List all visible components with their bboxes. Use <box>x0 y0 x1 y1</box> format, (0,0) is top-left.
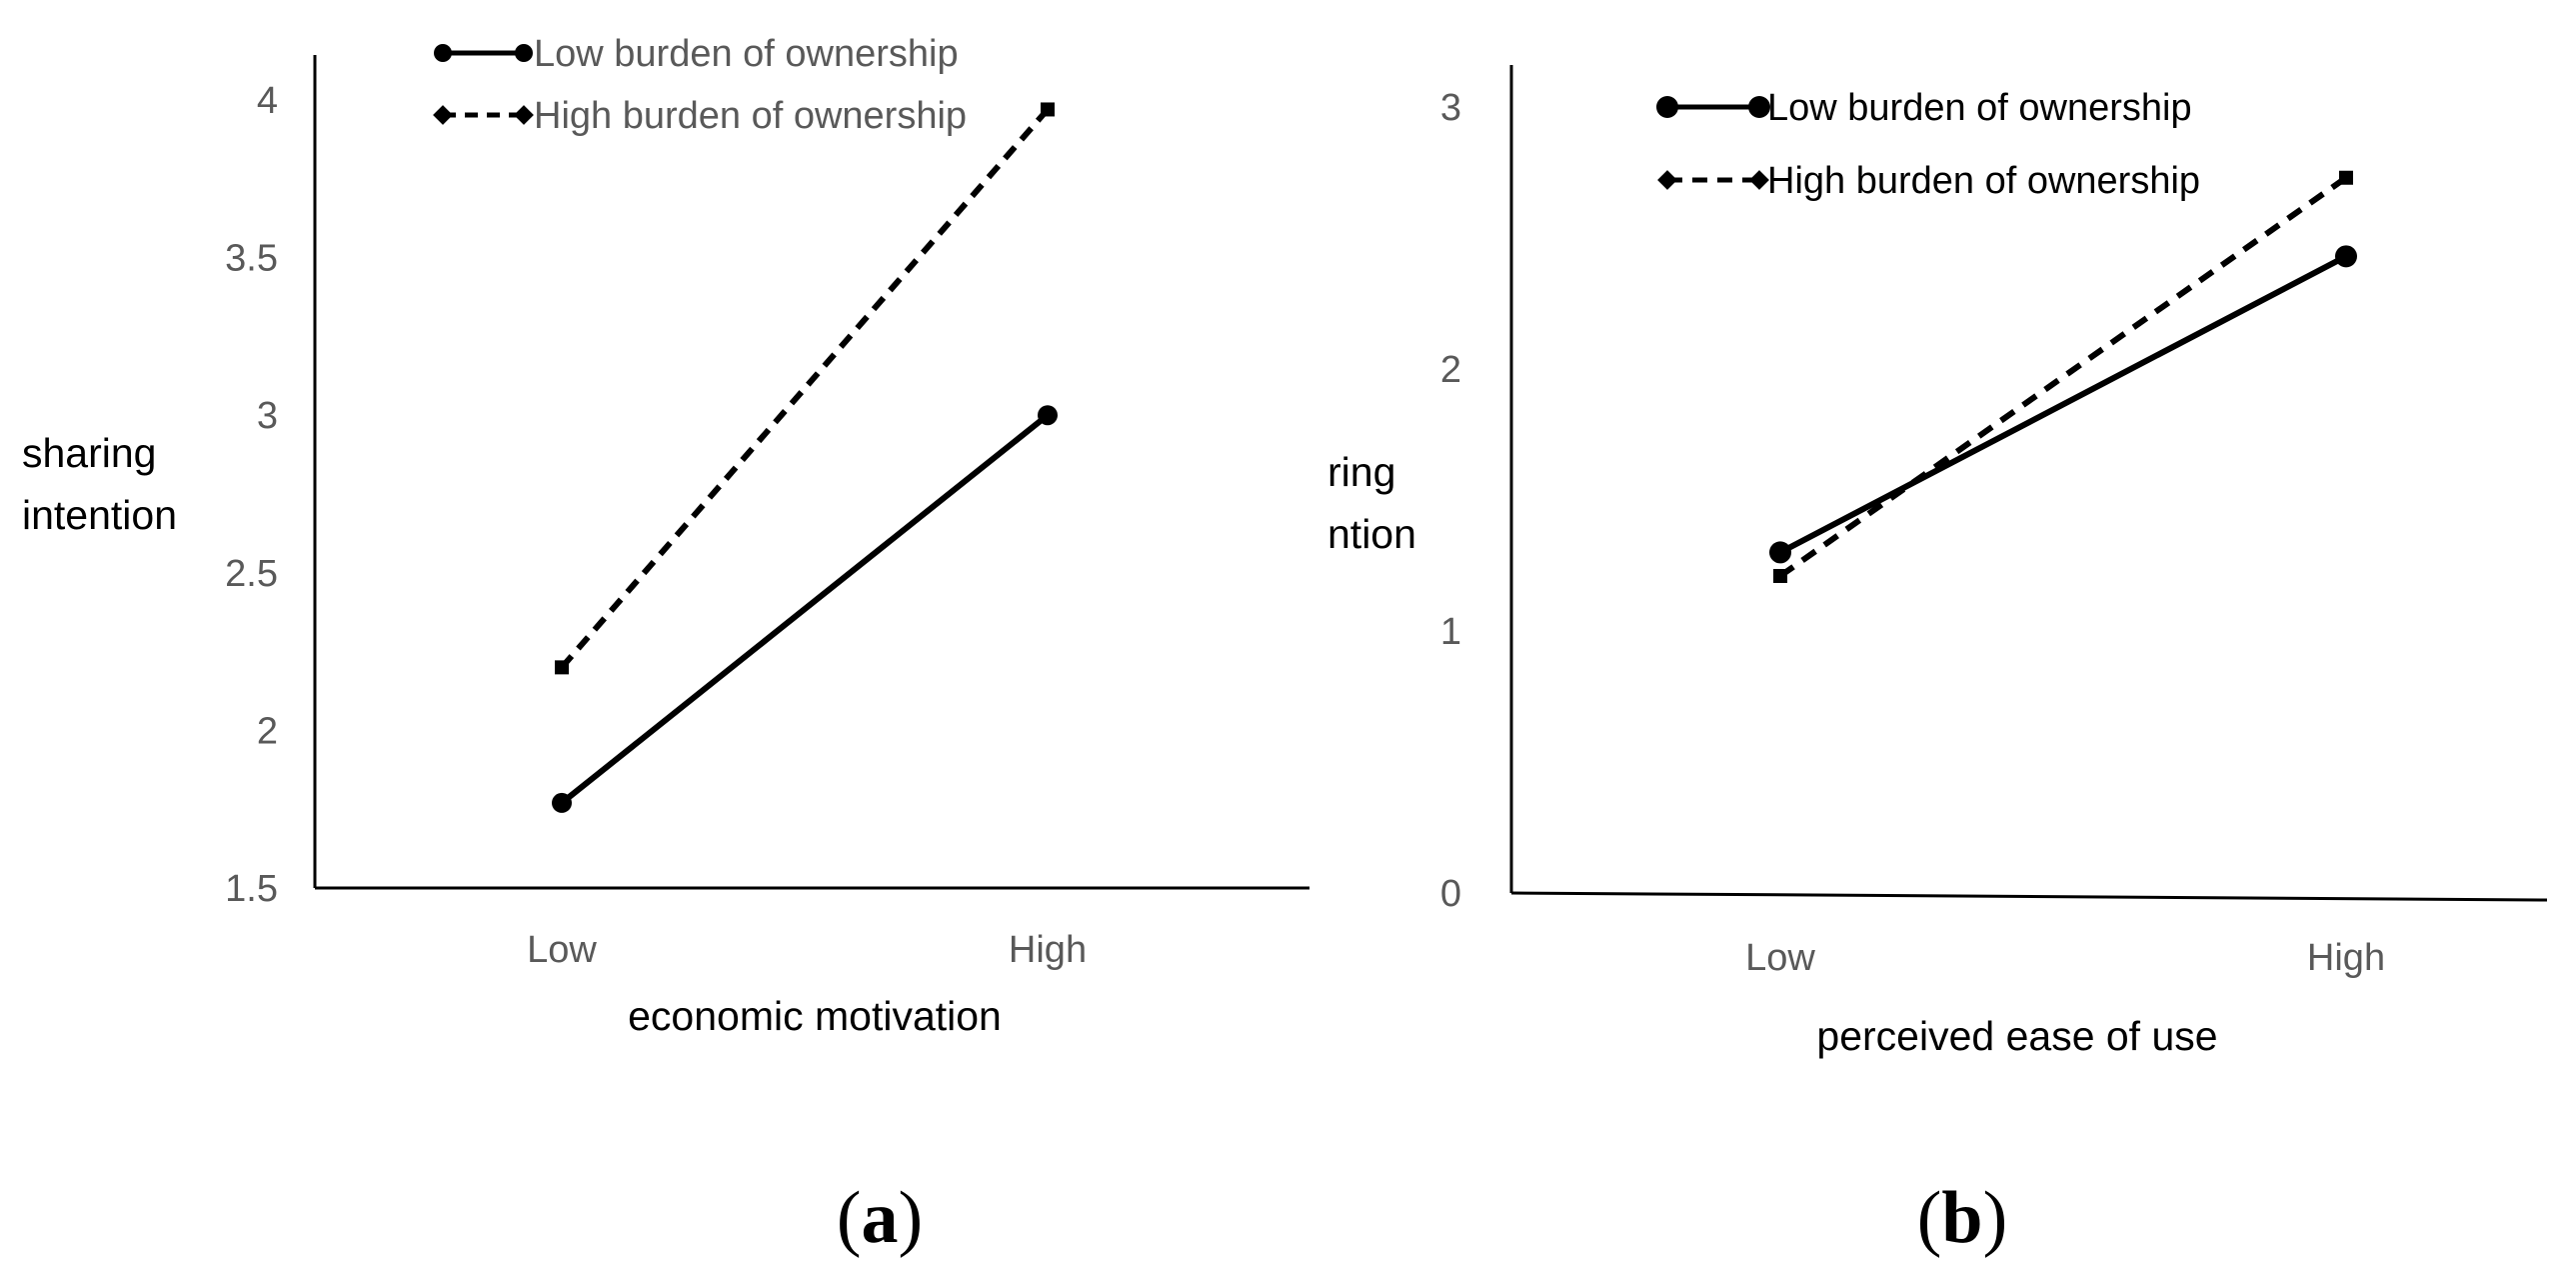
chart-b-point-high <box>1773 568 1787 583</box>
chart-a-series-line-low <box>560 412 1050 806</box>
panel-label-b-letter: b <box>1941 1177 1982 1259</box>
chart-b-point-low <box>1769 541 1791 564</box>
chart-b-legend-marker-low-end <box>1748 96 1770 118</box>
chart-a-legend-marker-low-start <box>434 44 452 62</box>
chart-a-x-tick-label: Low <box>527 929 597 971</box>
chart-b-y-ticks: 0 1 2 3 <box>1440 87 1461 915</box>
chart-a-legend-marker-high-end <box>514 105 534 125</box>
chart-b-legend: Low burden of ownership High burden of o… <box>1656 87 2200 202</box>
chart-b-x-tick-label: Low <box>1745 937 1815 979</box>
chart-a-x-ticks: Low High <box>527 929 1087 971</box>
chart-b: 0 1 2 3 Low High ring ntion perceived ease o… <box>1327 65 2548 1059</box>
chart-a-ylabel-line2: intention <box>22 492 177 538</box>
chart-a-y-tick-label: 2.5 <box>225 553 278 595</box>
chart-b-legend-marker-high-end <box>1749 170 1769 190</box>
chart-b-y-tick-label: 2 <box>1440 349 1461 391</box>
chart-a-y-tick-label: 3 <box>257 395 278 437</box>
chart-b-x-tick-label: High <box>2307 937 2385 979</box>
chart-a-series <box>552 102 1058 813</box>
chart-b-x-axis <box>1510 891 2548 902</box>
chart-b-legend-marker-low-start <box>1656 96 1678 118</box>
chart-b-y-tick-label: 3 <box>1440 87 1461 129</box>
chart-a-x-tick-label: High <box>1009 929 1087 971</box>
chart-b-series-line-low <box>1778 253 2348 556</box>
chart-b-series <box>1769 170 2357 583</box>
chart-a-legend: Low burden of ownership High burden of o… <box>433 33 967 137</box>
chart-a-legend-label-high: High burden of ownership <box>534 95 967 137</box>
chart-a-legend-marker-high-start <box>433 105 453 125</box>
chart-b-y-tick-label: 0 <box>1440 873 1461 915</box>
chart-a-point-low <box>552 792 572 813</box>
chart-a-point-low <box>1038 405 1058 426</box>
panel-label-a: (a) <box>837 1177 923 1259</box>
chart-a-series-line-high <box>559 107 1051 670</box>
chart-a-legend-label-low: Low burden of ownership <box>534 33 959 75</box>
chart-a-xlabel: economic motivation <box>628 993 1002 1039</box>
chart-a: 1.5 2 2.5 3 3.5 4 Low High sharing intention e… <box>22 33 1309 1039</box>
chart-b-point-low <box>2335 245 2357 268</box>
chart-b-legend-marker-high-start <box>1657 170 1677 190</box>
chart-b-legend-label-low: Low burden of ownership <box>1767 87 2192 129</box>
chart-a-point-high <box>555 660 569 675</box>
panel-label-a-letter: a <box>862 1177 899 1259</box>
chart-a-y-tick-label: 1.5 <box>225 868 278 910</box>
chart-a-y-ticks: 1.5 2 2.5 3 3.5 4 <box>225 80 278 910</box>
chart-b-point-high <box>2339 170 2353 185</box>
chart-a-legend-marker-low-end <box>515 44 533 62</box>
chart-b-legend-label-high: High burden of ownership <box>1767 160 2200 202</box>
chart-a-point-high <box>1041 102 1055 117</box>
chart-b-xlabel: perceived ease of use <box>1816 1013 2217 1059</box>
chart-a-y-tick-label: 3.5 <box>225 238 278 280</box>
chart-a-ylabel-line1: sharing <box>22 430 156 476</box>
chart-a-y-tick-label: 4 <box>257 80 278 122</box>
chart-b-ylabel-line1: ring <box>1327 449 1395 495</box>
panel-label-b: (b) <box>1917 1177 2007 1259</box>
chart-b-y-tick-label: 1 <box>1440 611 1461 653</box>
chart-b-series-line-high <box>1778 175 2348 579</box>
chart-b-x-ticks: Low High <box>1745 937 2385 979</box>
chart-a-y-tick-label: 2 <box>257 710 278 752</box>
chart-b-ylabel-line2: ntion <box>1327 511 1416 557</box>
